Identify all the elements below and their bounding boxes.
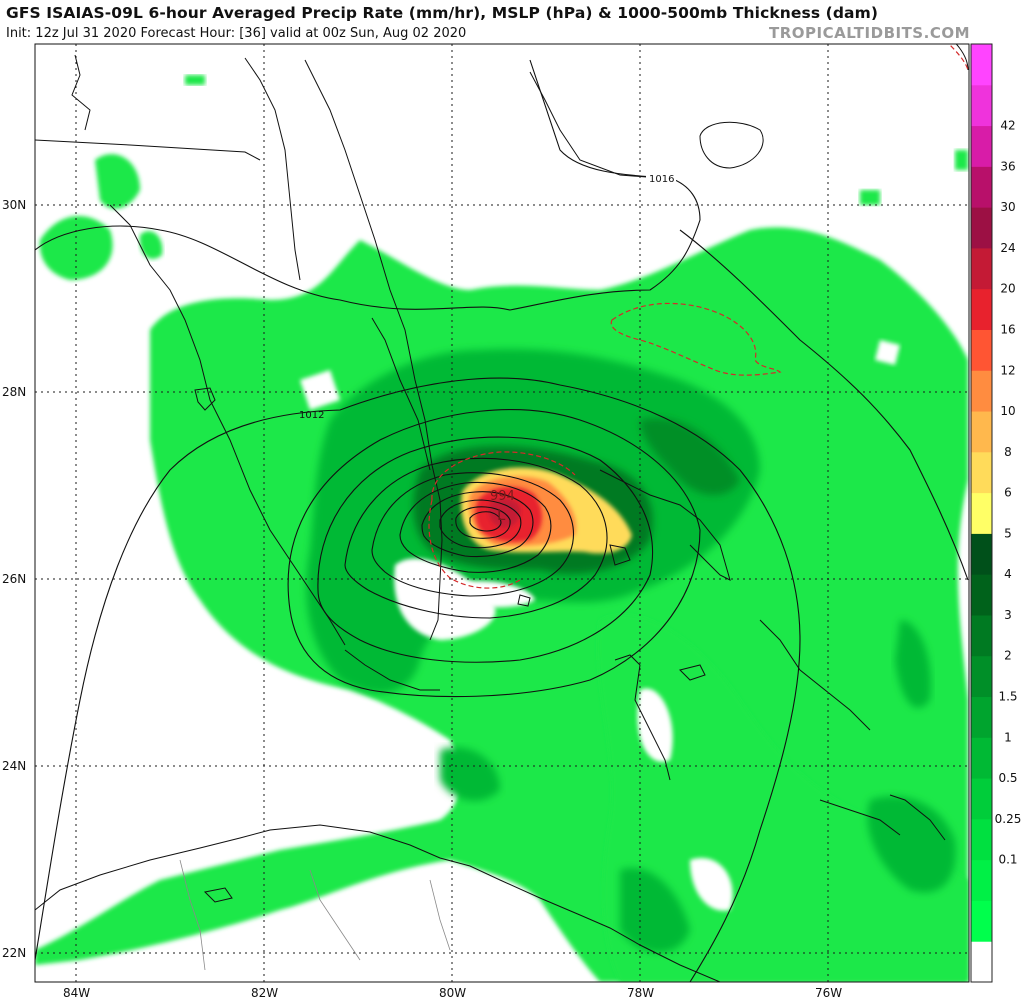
lon-labels: 84W 82W 80W 78W 76W [63, 986, 842, 1000]
colorbar-segment [971, 533, 992, 575]
map-frame [34, 43, 970, 983]
colorbar-segment [971, 859, 992, 901]
colorbar-frame [970, 43, 993, 983]
colorbar-tick-label: 8 [1004, 445, 1012, 459]
low-pressure-center: 994 L [490, 489, 515, 524]
colorbar-segment [971, 84, 992, 127]
colorbar-tick-label: 0.1 [998, 853, 1017, 867]
colorbar-tick-label: 0.25 [995, 812, 1022, 826]
map-title: GFS ISAIAS-09L 6-hour Averaged Precip Ra… [6, 4, 879, 22]
colorbar-segment [971, 125, 992, 167]
colorbar-tick-label: 20 [1000, 282, 1015, 296]
colorbar-segment [971, 900, 992, 942]
colorbar-segment [971, 492, 992, 534]
colorbar-segment [971, 818, 992, 861]
isobar-label-1016: 1016 [649, 174, 674, 185]
colorbar-segment [971, 696, 992, 738]
colorbar-tick-label: 12 [1000, 363, 1015, 377]
colorbar-segment [971, 44, 992, 86]
colorbar-segment [971, 329, 992, 371]
colorbar-tick-label: 24 [1000, 241, 1015, 255]
colorbar-segment [971, 655, 992, 698]
colorbar-segment [971, 370, 992, 412]
lat-label: 24N [2, 759, 26, 773]
colorbar-tick-label: 3 [1004, 608, 1012, 622]
low-center-pressure: 994 [490, 489, 515, 504]
colorbar-segment [971, 778, 992, 820]
lon-label: 76W [815, 986, 842, 1000]
colorbar-segment [971, 737, 992, 779]
colorbar: 42 36 30 24 20 16 12 10 8 6 5 4 3 2 1.5 1 0.5 0.25 0.1 [970, 43, 1022, 983]
coastlines [35, 44, 969, 982]
isobars [35, 59, 969, 982]
isobar-1012 [35, 377, 801, 982]
colorbar-segment [971, 941, 992, 983]
colorbar-segment [971, 574, 992, 616]
low-center-marker: L [497, 506, 506, 524]
colorbar-tick-label: 5 [1004, 526, 1012, 540]
colorbar-segment [971, 614, 992, 657]
colorbar-tick-label: 6 [1004, 486, 1012, 500]
political-borders [179, 859, 451, 971]
colorbar-tick-label: 0.5 [998, 771, 1017, 785]
colorbar-tick-label: 30 [1000, 200, 1015, 214]
thickness-contours [428, 44, 969, 589]
isobar-label-1012: 1012 [299, 410, 324, 421]
colorbar-tick-label: 10 [1000, 404, 1015, 418]
lon-label: 82W [251, 986, 278, 1000]
lat-label: 30N [2, 198, 26, 212]
lat-labels: 30N 28N 26N 24N 22N [2, 198, 26, 960]
colorbar-segment [971, 166, 992, 208]
colorbar-tick-label: 4 [1004, 567, 1012, 581]
colorbar-tick-label: 2 [1004, 649, 1012, 663]
lat-lon-grid [35, 44, 969, 982]
lat-label: 26N [2, 572, 26, 586]
lat-label: 22N [2, 946, 26, 960]
isobar-1016 [35, 59, 701, 311]
colorbar-tick-label: 36 [1000, 159, 1015, 173]
lon-label: 78W [627, 986, 654, 1000]
colorbar-tick-label: 16 [1000, 322, 1015, 336]
lon-label: 80W [439, 986, 466, 1000]
colorbar-segment [971, 207, 992, 249]
lat-label: 28N [2, 385, 26, 399]
colorbar-segment [971, 288, 992, 330]
colorbar-tick-label: 1.5 [998, 690, 1017, 704]
map-subtitle: Init: 12z Jul 31 2020 Forecast Hour: [36… [6, 26, 467, 41]
colorbar-segment [971, 411, 992, 453]
colorbar-segment [971, 247, 992, 290]
lon-label: 84W [63, 986, 90, 1000]
colorbar-tick-label: 42 [1000, 119, 1015, 133]
watermark: TROPICALTIDBITS.COM [769, 24, 970, 42]
colorbar-segment [971, 451, 992, 494]
colorbar-tick-label: 1 [1004, 730, 1012, 744]
